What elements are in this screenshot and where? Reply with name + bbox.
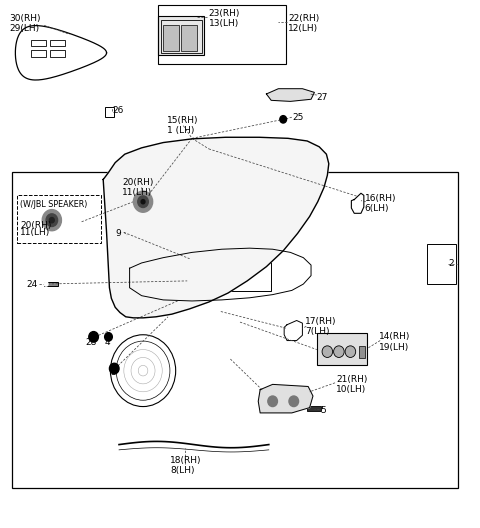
Circle shape [289,396,299,407]
Polygon shape [103,137,329,318]
Bar [31,40,46,46]
Text: 15(RH)
1 (LH): 15(RH) 1 (LH) [167,116,199,135]
Circle shape [133,191,153,212]
Circle shape [89,332,98,342]
Text: 20(RH)
11(LH): 20(RH) 11(LH) [122,178,154,197]
Circle shape [105,333,112,341]
Bar [161,20,202,53]
Bar [181,25,197,51]
Text: 17(RH)
7(LH): 17(RH) 7(LH) [305,317,336,336]
Bar [50,40,65,46]
Bar [359,346,365,358]
Text: 2: 2 [449,259,455,269]
Bar [31,50,46,57]
Bar [17,195,101,243]
Text: 14(RH)
19(LH): 14(RH) 19(LH) [379,333,410,352]
Text: 18(RH)
8(LH): 18(RH) 8(LH) [170,456,202,475]
Bar [317,333,367,365]
Circle shape [44,282,48,286]
Text: 24: 24 [26,279,37,289]
Text: 26: 26 [113,106,124,116]
Text: 3: 3 [110,367,116,377]
Text: (W/JBL SPEAKER): (W/JBL SPEAKER) [20,200,87,210]
Bar [105,107,114,117]
Circle shape [49,218,54,223]
Bar [163,256,271,291]
Text: 28: 28 [85,337,97,347]
Circle shape [46,214,58,227]
Polygon shape [266,89,314,101]
Text: 22(RH)
12(LH): 22(RH) 12(LH) [288,14,319,33]
Bar [12,172,458,488]
Circle shape [345,346,356,357]
Circle shape [280,116,287,123]
Bar [126,238,138,243]
Circle shape [42,210,61,231]
Circle shape [268,396,277,407]
Text: 5: 5 [321,406,326,416]
Polygon shape [258,384,313,413]
Circle shape [138,196,148,208]
Text: 27: 27 [317,93,328,102]
Bar [158,16,204,55]
Bar [307,406,321,411]
Text: 21(RH)
10(LH): 21(RH) 10(LH) [336,375,367,394]
Bar [124,232,140,239]
Bar [44,282,58,286]
Text: 25: 25 [293,112,304,122]
Text: 4: 4 [105,337,110,347]
Bar [163,25,179,51]
Text: 23(RH)
13(LH): 23(RH) 13(LH) [209,9,240,28]
Circle shape [141,200,145,204]
Text: 20(RH): 20(RH) [20,221,51,231]
Circle shape [334,346,344,357]
Text: 16(RH)
6(LH): 16(RH) 6(LH) [365,194,396,213]
Text: 30(RH)
29(LH): 30(RH) 29(LH) [10,14,41,33]
Bar [158,5,286,64]
Text: 9: 9 [115,229,121,238]
Text: 11(LH): 11(LH) [20,228,50,237]
Circle shape [109,363,119,374]
Bar [427,244,456,284]
Bar [50,50,65,57]
Circle shape [322,346,333,357]
